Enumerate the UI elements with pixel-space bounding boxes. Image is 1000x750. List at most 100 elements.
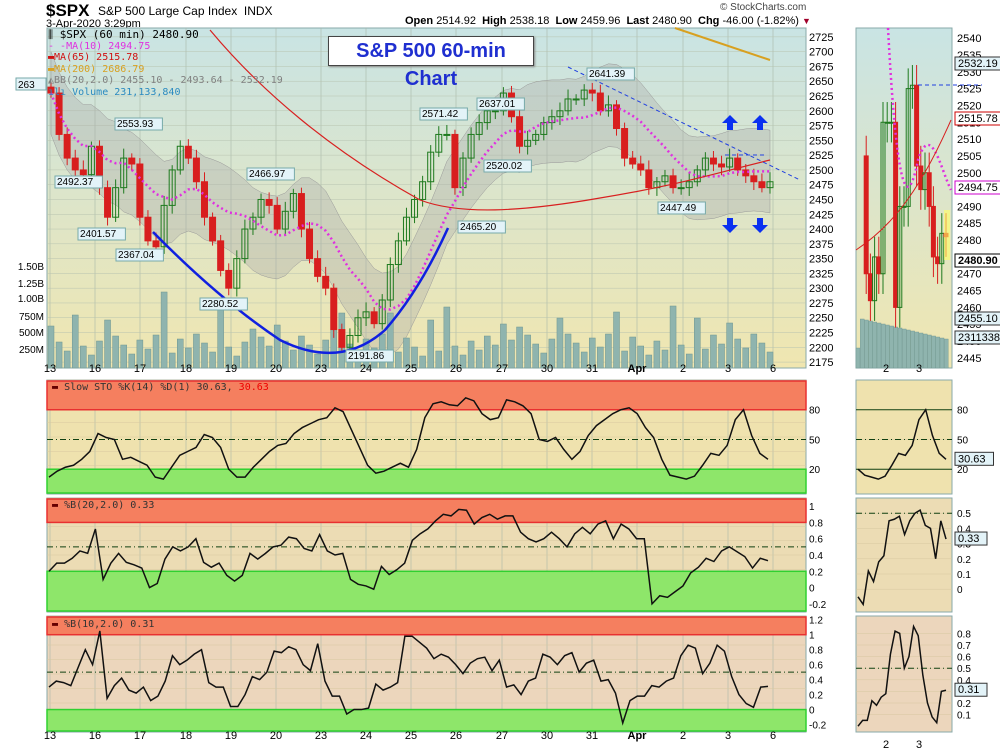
svg-text:0.2: 0.2 <box>809 567 823 578</box>
svg-text:0.4: 0.4 <box>957 524 971 535</box>
svg-text:2450: 2450 <box>809 194 833 206</box>
legend-bb: ◭BB(20,2.0) 2455.10 - 2493.64 - 2532.19 <box>48 75 283 86</box>
volume-icon: ılı <box>48 86 67 98</box>
svg-text:25: 25 <box>405 363 417 375</box>
svg-text:2540: 2540 <box>957 33 981 45</box>
svg-text:6: 6 <box>770 363 776 375</box>
svg-text:2465: 2465 <box>957 286 981 298</box>
svg-text:0.7: 0.7 <box>957 641 971 652</box>
up-arrow-icon <box>722 115 738 130</box>
bb-icon: ◭ <box>48 75 55 86</box>
svg-text:2280.52: 2280.52 <box>202 299 239 310</box>
svg-text:1.00B: 1.00B <box>18 294 44 305</box>
svg-text:1.25B: 1.25B <box>18 279 44 290</box>
svg-text:2494.75: 2494.75 <box>958 182 998 194</box>
up-arrow-icon <box>752 115 768 130</box>
svg-text:3: 3 <box>725 730 731 742</box>
svg-text:23: 23 <box>315 363 327 375</box>
svg-text:-0.2: -0.2 <box>809 721 827 732</box>
svg-text:26: 26 <box>450 730 462 742</box>
svg-text:2641.39: 2641.39 <box>589 69 626 80</box>
legend-ma10: - -MA(10) 2494.75 <box>48 40 151 52</box>
svg-text:2550: 2550 <box>809 135 833 147</box>
svg-text:0.1: 0.1 <box>957 570 971 581</box>
svg-text:2447.49: 2447.49 <box>660 203 697 214</box>
svg-text:750M: 750M <box>19 312 44 323</box>
svg-text:20: 20 <box>809 465 821 476</box>
svg-text:2400: 2400 <box>809 224 833 236</box>
down-arrow-icon <box>722 218 738 233</box>
svg-text:2525: 2525 <box>809 150 833 162</box>
svg-text:13: 13 <box>44 363 56 375</box>
svg-text:2700: 2700 <box>809 47 833 59</box>
pb20-legend: ▬ %B(20,2.0) 0.33 <box>52 500 155 511</box>
svg-text:19: 19 <box>225 730 237 742</box>
svg-text:0.1: 0.1 <box>957 711 971 722</box>
svg-text:250M: 250M <box>19 345 44 356</box>
svg-text:Apr: Apr <box>628 730 648 742</box>
svg-text:0.2: 0.2 <box>957 555 971 566</box>
svg-text:2225: 2225 <box>809 328 833 340</box>
svg-text:17: 17 <box>134 363 146 375</box>
svg-text:2367.04: 2367.04 <box>118 250 155 261</box>
svg-text:0: 0 <box>809 584 815 595</box>
svg-text:2275: 2275 <box>809 298 833 310</box>
svg-text:2675: 2675 <box>809 61 833 73</box>
svg-text:2401.57: 2401.57 <box>80 229 117 240</box>
symbol: $SPX <box>46 1 90 20</box>
svg-text:2490: 2490 <box>957 201 981 213</box>
svg-text:0.4: 0.4 <box>957 676 971 687</box>
chart-title-annotation: S&P 500 60-min Chart <box>328 36 534 90</box>
legend-price: ⫼ $SPX (60 min) 2480.90 <box>48 28 199 41</box>
svg-text:0.6: 0.6 <box>957 653 971 664</box>
svg-text:25: 25 <box>405 730 417 742</box>
svg-text:0: 0 <box>957 585 963 596</box>
svg-text:6: 6 <box>770 730 776 742</box>
svg-text:2637.01: 2637.01 <box>479 99 516 110</box>
svg-text:50: 50 <box>957 435 969 446</box>
svg-text:0.4: 0.4 <box>809 551 823 562</box>
svg-text:0.8: 0.8 <box>809 646 823 657</box>
svg-text:13: 13 <box>44 730 56 742</box>
svg-text:2520: 2520 <box>957 100 981 112</box>
legend-ma200: ▬MA(200) 2686.79 <box>48 63 145 75</box>
svg-text:80: 80 <box>809 406 821 417</box>
svg-text:2500: 2500 <box>957 168 981 180</box>
svg-text:31: 31 <box>586 363 598 375</box>
svg-text:27: 27 <box>496 363 508 375</box>
svg-text:0.6: 0.6 <box>809 661 823 672</box>
svg-text:2175: 2175 <box>809 357 833 369</box>
svg-text:2455.10: 2455.10 <box>958 313 998 325</box>
svg-text:18: 18 <box>180 363 192 375</box>
svg-text:17: 17 <box>134 730 146 742</box>
svg-text:0.5: 0.5 <box>957 509 971 520</box>
svg-text:30: 30 <box>541 363 553 375</box>
svg-text:0.6: 0.6 <box>809 535 823 546</box>
svg-text:2: 2 <box>680 363 686 375</box>
svg-text:0.2: 0.2 <box>957 699 971 710</box>
svg-text:1: 1 <box>809 631 815 642</box>
svg-text:0.4: 0.4 <box>809 676 823 687</box>
svg-text:2250: 2250 <box>809 313 833 325</box>
svg-text:2375: 2375 <box>809 239 833 251</box>
svg-text:16: 16 <box>89 730 101 742</box>
svg-text:1: 1 <box>809 502 815 513</box>
legend-ma65: ▬MA(65) 2515.78 <box>48 52 139 63</box>
svg-text:2650: 2650 <box>809 76 833 88</box>
svg-text:2492.37: 2492.37 <box>57 177 94 188</box>
svg-text:2571.42: 2571.42 <box>422 109 459 120</box>
ohlc-summary: Open 2514.92 High 2538.18 Low 2459.96 La… <box>405 15 811 27</box>
svg-text:2466.97: 2466.97 <box>249 169 286 180</box>
svg-text:500M: 500M <box>19 328 44 339</box>
svg-text:2575: 2575 <box>809 121 833 133</box>
copyright: © StockCharts.com <box>720 2 807 13</box>
svg-text:20: 20 <box>270 730 282 742</box>
svg-text:2191.86: 2191.86 <box>348 351 385 362</box>
svg-text:2465.20: 2465.20 <box>460 222 497 233</box>
svg-text:2425: 2425 <box>809 209 833 221</box>
candle-icon: ⫼ <box>48 28 54 41</box>
svg-text:2515.78: 2515.78 <box>958 113 998 125</box>
svg-text:2525: 2525 <box>957 84 981 96</box>
svg-text:24: 24 <box>360 363 372 375</box>
